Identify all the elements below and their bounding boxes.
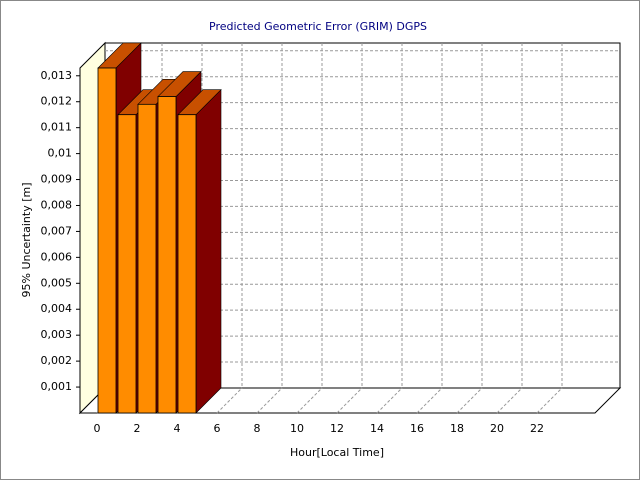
x-tick-label: 10: [290, 422, 304, 435]
bar: [177, 88, 222, 414]
bar-front: [137, 103, 157, 414]
y-tick-label: 0,01: [48, 147, 73, 160]
y-tick-label: 0,002: [41, 354, 73, 367]
x-tick-label: 6: [214, 422, 221, 435]
y-tick-label: 0,008: [41, 198, 73, 211]
grid-line: [416, 387, 443, 414]
bar-side: [195, 88, 222, 414]
x-tick-label: 8: [254, 422, 261, 435]
grid-line: [336, 387, 363, 414]
y-tick-label: 0,001: [41, 380, 73, 393]
y-tick-label: 0,013: [41, 69, 73, 82]
bar-front: [117, 114, 137, 414]
grid-line: [496, 387, 523, 414]
x-tick-label: 12: [330, 422, 344, 435]
chart-title: Predicted Geometric Error (GRIM) DGPS: [209, 20, 427, 33]
y-tick-label: 0,007: [41, 224, 73, 237]
x-tick-label: 14: [370, 422, 384, 435]
y-tick-label: 0,006: [41, 250, 73, 263]
x-tick-label: 2: [134, 422, 141, 435]
bar-front: [177, 114, 197, 414]
grid-line: [376, 387, 403, 414]
x-tick-label: 16: [410, 422, 424, 435]
bar-front: [97, 67, 117, 414]
x-tick-label: 20: [490, 422, 504, 435]
grid-line: [256, 387, 283, 414]
y-tick-label: 0,012: [41, 95, 73, 108]
grid-line: [536, 387, 563, 414]
y-tick-label: 0,004: [41, 302, 73, 315]
x-tick-label: 0: [94, 422, 101, 435]
x-axis-label: Hour[Local Time]: [290, 446, 384, 459]
bar-front: [157, 96, 177, 414]
grid-line: [296, 387, 323, 414]
grid-line: [456, 387, 483, 414]
y-tick-label: 0,003: [41, 328, 73, 341]
grid-line: [216, 387, 243, 414]
y-tick-label: 0,005: [41, 276, 73, 289]
y-axis-label: 95% Uncertainty [m]: [20, 182, 33, 297]
x-tick-label: 22: [530, 422, 544, 435]
x-tick-label: 18: [450, 422, 464, 435]
y-tick-label: 0,009: [41, 173, 73, 186]
y-tick-label: 0,011: [41, 121, 73, 134]
x-tick-label: 4: [174, 422, 181, 435]
